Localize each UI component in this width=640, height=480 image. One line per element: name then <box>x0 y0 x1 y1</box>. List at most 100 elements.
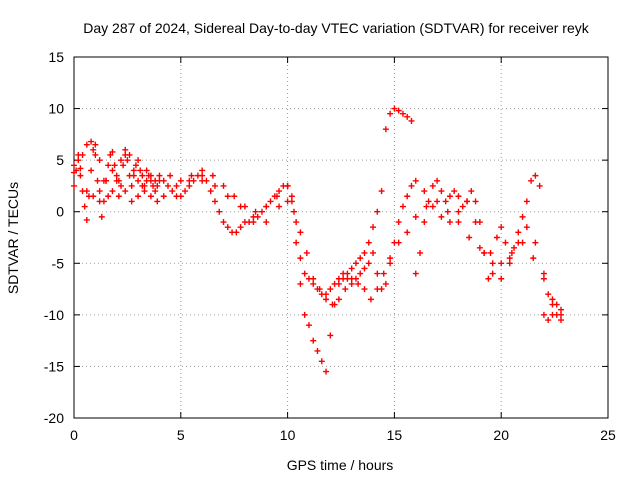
data-point <box>327 332 334 339</box>
data-point <box>545 291 552 298</box>
data-point <box>77 172 84 179</box>
data-point <box>284 182 291 189</box>
data-point <box>88 167 95 174</box>
data-point <box>220 182 227 189</box>
y-tick-label: 5 <box>56 152 64 168</box>
data-point <box>130 167 137 174</box>
data-point <box>141 188 148 195</box>
data-point <box>515 229 522 236</box>
data-point <box>412 213 419 220</box>
data-point <box>156 172 163 179</box>
data-point <box>412 270 419 277</box>
data-point <box>186 177 193 184</box>
data-point <box>549 301 556 308</box>
series-group <box>71 138 565 324</box>
data-point <box>273 193 280 200</box>
data-point <box>237 224 244 231</box>
data-point <box>361 249 368 256</box>
series-group <box>71 167 565 313</box>
data-point <box>318 358 325 365</box>
data-point <box>310 280 317 287</box>
x-tick-label: 5 <box>177 427 185 443</box>
data-point <box>297 255 304 262</box>
data-point <box>177 193 184 200</box>
data-point <box>160 177 167 184</box>
data-point <box>267 198 274 205</box>
y-tick-label: -5 <box>52 255 65 271</box>
data-point <box>421 188 428 195</box>
data-point <box>498 260 505 267</box>
data-point <box>404 229 411 236</box>
data-point <box>199 167 206 174</box>
data-point <box>128 198 135 205</box>
data-point <box>154 182 161 189</box>
y-tick-label: -20 <box>44 410 64 426</box>
data-point <box>455 219 462 226</box>
data-point <box>446 193 453 200</box>
data-point <box>421 219 428 226</box>
data-point <box>250 219 257 226</box>
axis-ticks: 0 5 10 15 20 25 -20 -15 -10 -5 0 5 10 15 <box>44 49 616 443</box>
data-point <box>399 110 406 117</box>
data-point <box>553 311 560 318</box>
data-point <box>412 177 419 184</box>
data-point <box>374 270 381 277</box>
data-point <box>237 203 244 210</box>
data-point <box>139 172 146 179</box>
data-point <box>71 169 77 176</box>
data-point <box>276 203 283 210</box>
data-point <box>126 151 133 158</box>
data-point <box>378 188 385 195</box>
data-point <box>382 280 389 287</box>
data-point <box>489 270 496 277</box>
data-point <box>199 172 206 179</box>
x-axis-label: GPS time / hours <box>287 457 394 473</box>
data-point <box>252 208 259 215</box>
data-point <box>438 188 445 195</box>
data-point <box>293 219 300 226</box>
data-point <box>90 146 97 153</box>
data-point <box>288 193 295 200</box>
data-point <box>103 177 110 184</box>
data-point <box>348 265 355 272</box>
data-point <box>498 275 505 282</box>
data-point <box>382 126 389 133</box>
data-point <box>122 188 129 195</box>
data-point <box>519 239 526 246</box>
data-point <box>493 234 500 241</box>
data-point <box>352 260 359 267</box>
data-point <box>387 260 394 267</box>
data-point <box>472 219 479 226</box>
data-point <box>540 270 547 277</box>
data-point <box>135 193 142 200</box>
data-point <box>523 224 530 231</box>
chart-title: Day 287 of 2024, Sidereal Day-to-day VTE… <box>83 20 589 36</box>
data-point <box>329 301 336 308</box>
data-point <box>387 255 394 262</box>
data-point <box>342 286 349 293</box>
data-point <box>224 224 231 231</box>
data-point <box>79 151 86 158</box>
data-point <box>327 286 334 293</box>
data-point <box>164 182 171 189</box>
data-point <box>211 198 218 205</box>
data-point <box>301 311 308 318</box>
data-point <box>423 203 430 210</box>
data-point <box>250 213 257 220</box>
data-point <box>96 157 103 164</box>
data-point <box>92 151 99 158</box>
data-point <box>147 172 154 179</box>
y-tick-label: 0 <box>56 204 64 220</box>
data-series <box>71 105 565 375</box>
data-point <box>77 165 84 172</box>
data-point <box>92 141 99 148</box>
data-point <box>434 198 441 205</box>
data-point <box>143 167 150 174</box>
data-point <box>107 151 114 158</box>
data-point <box>370 224 377 231</box>
data-point <box>365 239 372 246</box>
x-tick-label: 10 <box>280 427 296 443</box>
data-point <box>464 198 471 205</box>
data-point <box>374 208 381 215</box>
